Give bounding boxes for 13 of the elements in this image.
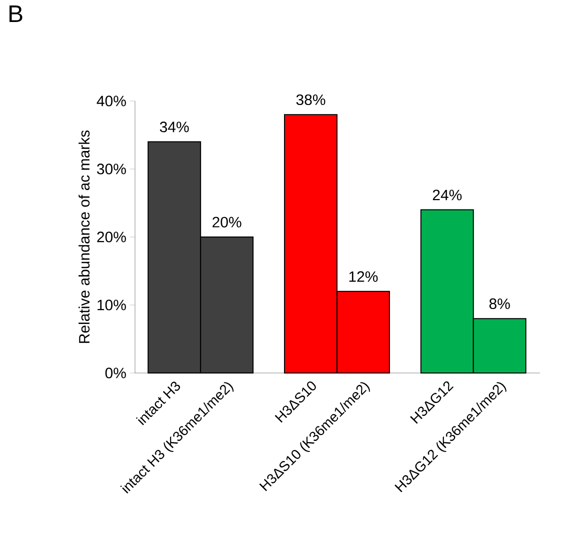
y-tick-label: 0%: [105, 368, 126, 378]
data-label: 8%: [489, 298, 510, 310]
data-label: 34%: [160, 122, 189, 132]
y-tick-label: 20%: [97, 232, 126, 242]
data-label: 24%: [432, 190, 462, 200]
data-label: 38%: [296, 94, 326, 106]
text: B: [10, 6, 22, 22]
y-tick-label: 30%: [97, 164, 126, 174]
y-tick-label: 10%: [98, 300, 126, 310]
data-label: 12%: [349, 271, 378, 282]
y-axis-title: Relative abundance of ac marks: [78, 130, 90, 343]
y-tick-label: 40%: [96, 96, 126, 106]
data-label: 20%: [212, 216, 242, 228]
